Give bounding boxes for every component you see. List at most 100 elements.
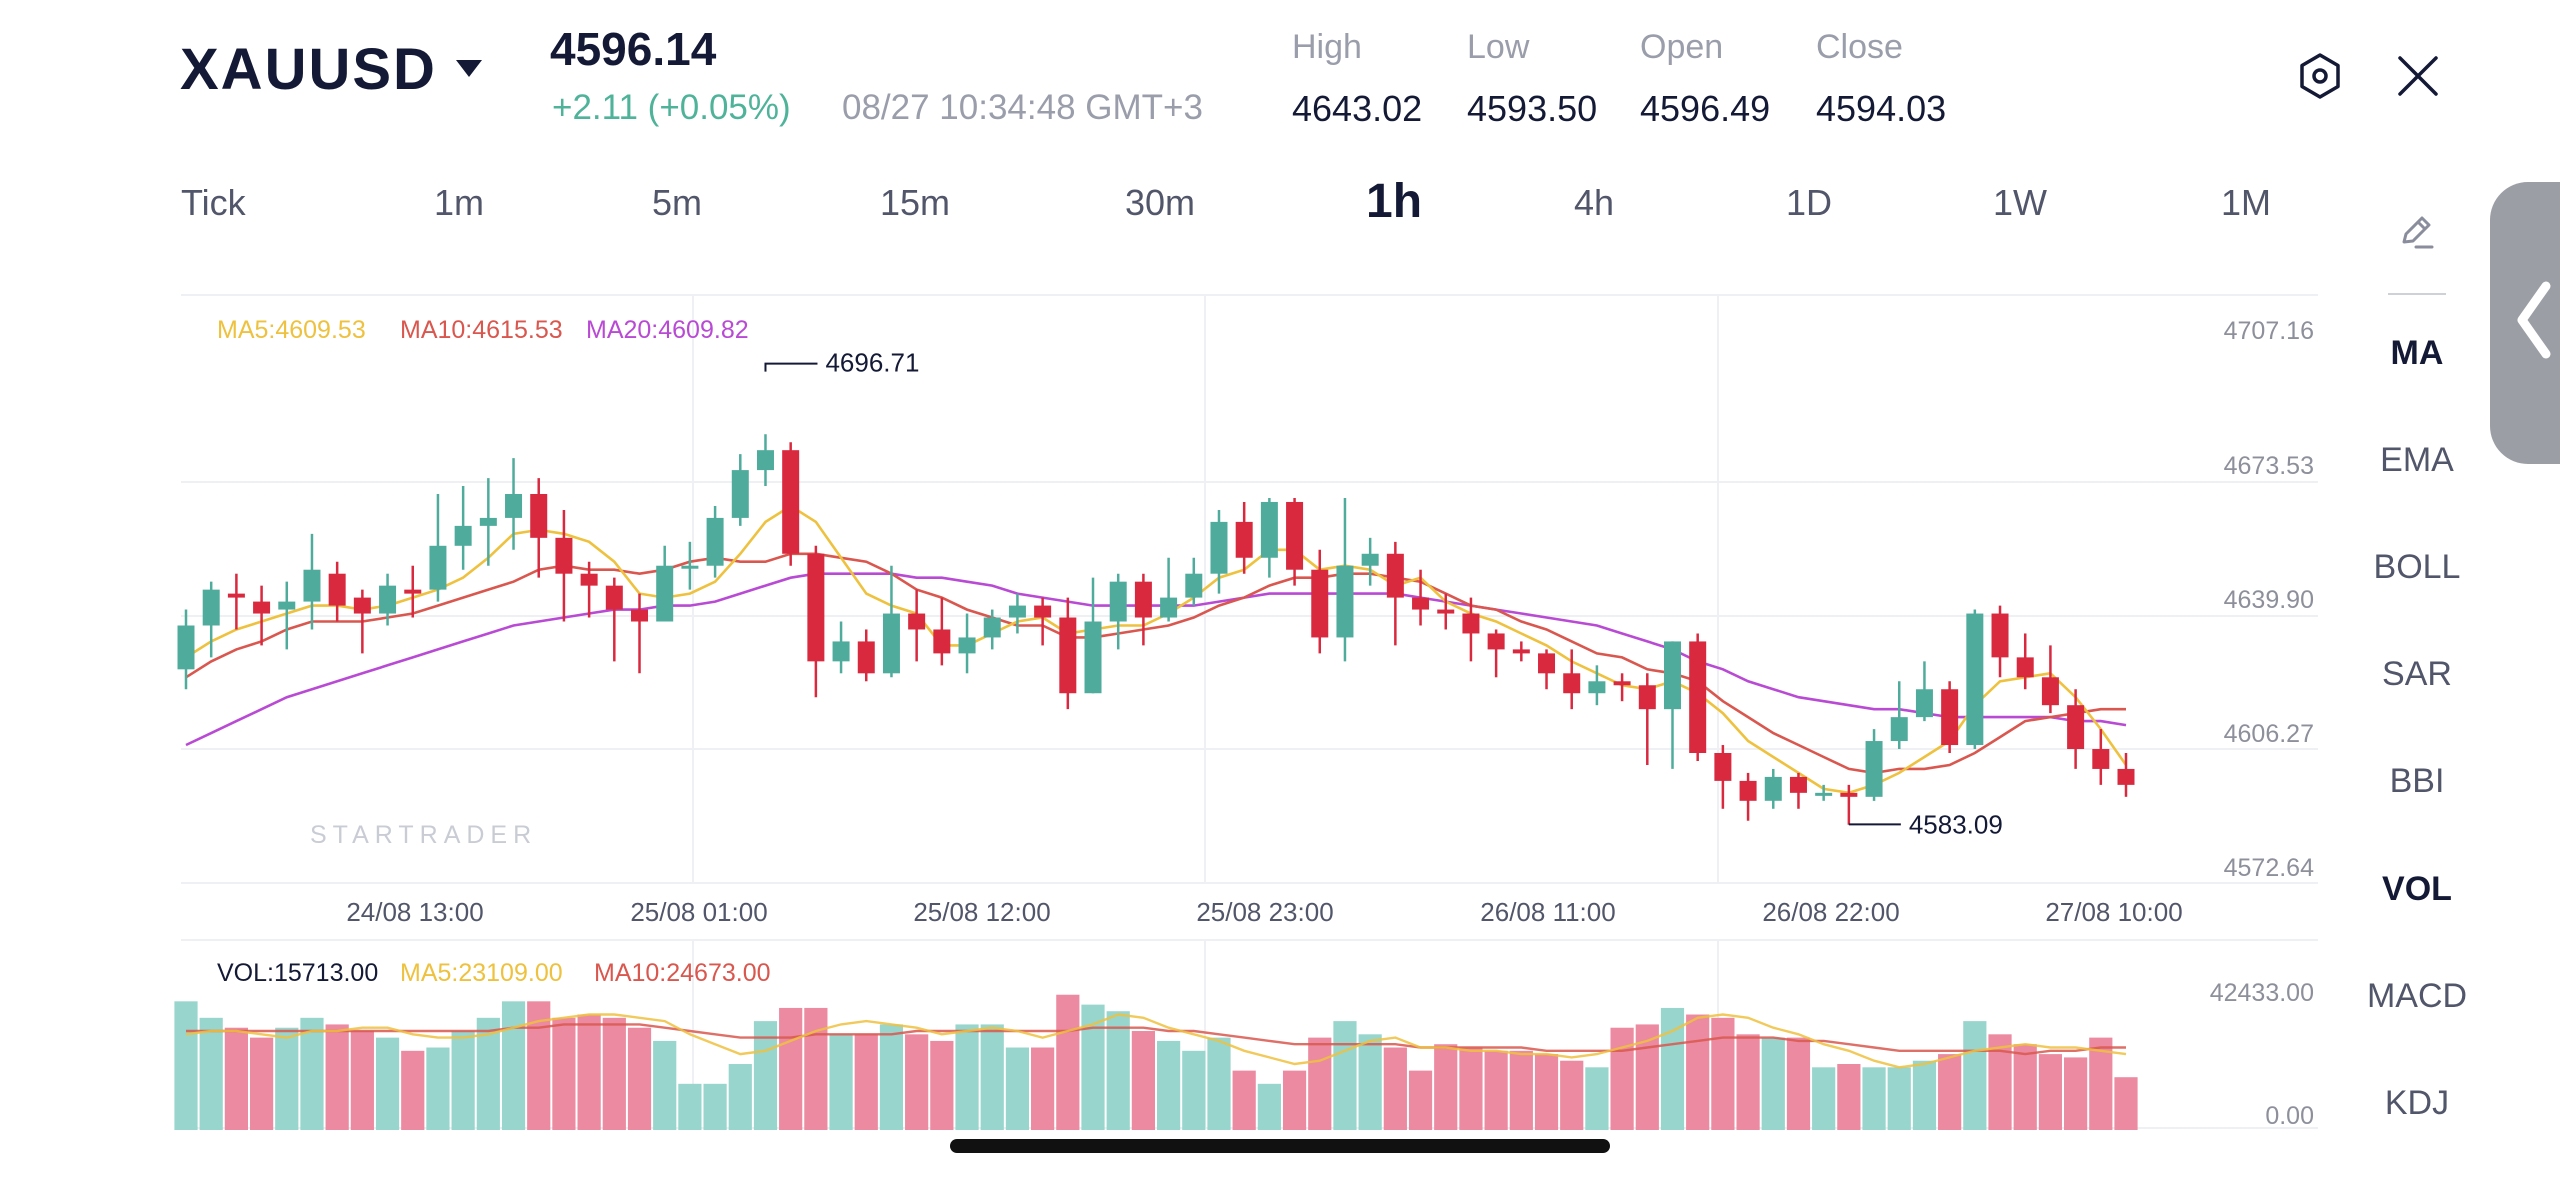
candle[interactable]	[404, 565, 422, 618]
candle[interactable]	[1941, 681, 1959, 753]
volume-bar[interactable]	[1862, 1067, 1886, 1130]
volume-bar[interactable]	[2089, 1037, 2113, 1130]
indicator-macd[interactable]: MACD	[2366, 977, 2468, 1015]
candle[interactable]	[908, 589, 926, 662]
candle[interactable]	[2041, 645, 2059, 714]
candle[interactable]	[807, 545, 825, 698]
volume-bar[interactable]	[1308, 1037, 1332, 1130]
volume-bar[interactable]	[174, 1001, 198, 1130]
volume-bar[interactable]	[426, 1047, 450, 1130]
candle[interactable]	[1084, 577, 1102, 694]
volume-bar[interactable]	[224, 1027, 248, 1130]
candle[interactable]	[1915, 661, 1933, 722]
volume-bar[interactable]	[1509, 1050, 1533, 1130]
tab-15m[interactable]: 15m	[880, 182, 951, 223]
volume-bar[interactable]	[1988, 1034, 2012, 1130]
volume-bar[interactable]	[1358, 1034, 1382, 1130]
volume-bar[interactable]	[930, 1040, 954, 1130]
volume-bar[interactable]	[1610, 1027, 1634, 1130]
candle[interactable]	[1386, 541, 1404, 646]
volume-bar[interactable]	[1786, 1037, 1811, 1130]
tab-1d[interactable]: 1D	[1786, 182, 1833, 223]
volume-bar[interactable]	[1207, 1037, 1231, 1130]
candle[interactable]	[1663, 641, 1681, 769]
candle[interactable]	[278, 581, 296, 650]
candle[interactable]	[1412, 569, 1430, 626]
volume-bar[interactable]	[249, 1037, 274, 1130]
candle[interactable]	[1260, 497, 1278, 578]
volume-bar[interactable]	[1056, 994, 1080, 1130]
candle[interactable]	[1739, 772, 1757, 821]
chevron-left-icon[interactable]	[2510, 280, 2558, 360]
volume-bar[interactable]	[577, 1014, 601, 1130]
candle[interactable]	[2016, 633, 2034, 690]
volume-bar[interactable]	[1257, 1083, 1281, 1130]
tab-4h[interactable]: 4h	[1574, 182, 1615, 223]
candle[interactable]	[1286, 497, 1304, 586]
tab-1w[interactable]: 1W	[1993, 182, 2047, 223]
volume-bar[interactable]	[779, 1007, 803, 1130]
candle[interactable]	[1160, 557, 1178, 622]
candle[interactable]	[454, 486, 472, 570]
candle[interactable]	[656, 545, 674, 622]
tab-5m[interactable]: 5m	[652, 182, 703, 223]
candle[interactable]	[706, 505, 724, 578]
candle[interactable]	[1865, 729, 1883, 801]
hexagon-gear-icon[interactable]	[2298, 52, 2342, 100]
tab-1h[interactable]: 1h	[1366, 175, 1423, 228]
candle[interactable]	[505, 458, 523, 550]
indicator-sar[interactable]: SAR	[2382, 655, 2452, 693]
indicator-boll[interactable]: BOLL	[2373, 548, 2461, 586]
volume-bar[interactable]	[804, 1007, 828, 1130]
volume-bar[interactable]	[2038, 1054, 2063, 1130]
volume-bar[interactable]	[1660, 1007, 1685, 1130]
indicator-vol[interactable]: VOL	[2382, 870, 2452, 908]
volume-bar[interactable]	[1157, 1040, 1181, 1130]
candle[interactable]	[782, 442, 800, 566]
candle[interactable]	[1789, 772, 1807, 809]
candle[interactable]	[857, 629, 875, 682]
volume-bar[interactable]	[1560, 1060, 1584, 1130]
volume-bar[interactable]	[1761, 1037, 1785, 1130]
candle[interactable]	[353, 589, 371, 654]
candle[interactable]	[1185, 557, 1203, 606]
volume-bar[interactable]	[1434, 1044, 1458, 1130]
volume-bar[interactable]	[1333, 1021, 1357, 1130]
volume-bar[interactable]	[980, 1024, 1004, 1130]
candle[interactable]	[1815, 784, 1833, 801]
tab-1m[interactable]: 1m	[434, 182, 485, 223]
candle[interactable]	[1512, 641, 1530, 662]
candle[interactable]	[555, 509, 573, 622]
caret-down-icon[interactable]	[456, 60, 482, 77]
candle[interactable]	[1059, 597, 1077, 710]
volume-bar[interactable]	[1081, 1004, 1105, 1130]
candle[interactable]	[1689, 633, 1707, 761]
candle[interactable]	[832, 621, 850, 674]
volume-bar[interactable]	[1938, 1054, 1962, 1130]
candle[interactable]	[605, 577, 623, 662]
candle[interactable]	[681, 541, 699, 590]
volume-bar[interactable]	[1408, 1070, 1433, 1130]
volume-bar[interactable]	[905, 1034, 929, 1130]
candle[interactable]	[429, 494, 447, 602]
candle[interactable]	[1840, 784, 1858, 825]
volume-bar[interactable]	[325, 1024, 349, 1130]
volume-bar[interactable]	[350, 1031, 374, 1130]
volume-bar[interactable]	[602, 1017, 626, 1130]
volume-bar[interactable]	[451, 1031, 475, 1130]
candle[interactable]	[2067, 689, 2085, 769]
candle[interactable]	[1764, 768, 1782, 809]
candle[interactable]	[756, 434, 774, 487]
volume-bar[interactable]	[1585, 1067, 1609, 1130]
candle[interactable]	[1210, 509, 1228, 594]
volume-bar[interactable]	[501, 1001, 526, 1130]
candle[interactable]	[983, 609, 1001, 650]
candle[interactable]	[731, 454, 749, 526]
candle[interactable]	[202, 581, 220, 658]
candle[interactable]	[1336, 497, 1354, 662]
volume-bar[interactable]	[1711, 1017, 1735, 1130]
volume-bar[interactable]	[2013, 1044, 2037, 1130]
volume-bar[interactable]	[199, 1017, 223, 1130]
volume-bar[interactable]	[1459, 1047, 1483, 1130]
candle[interactable]	[1235, 501, 1253, 574]
